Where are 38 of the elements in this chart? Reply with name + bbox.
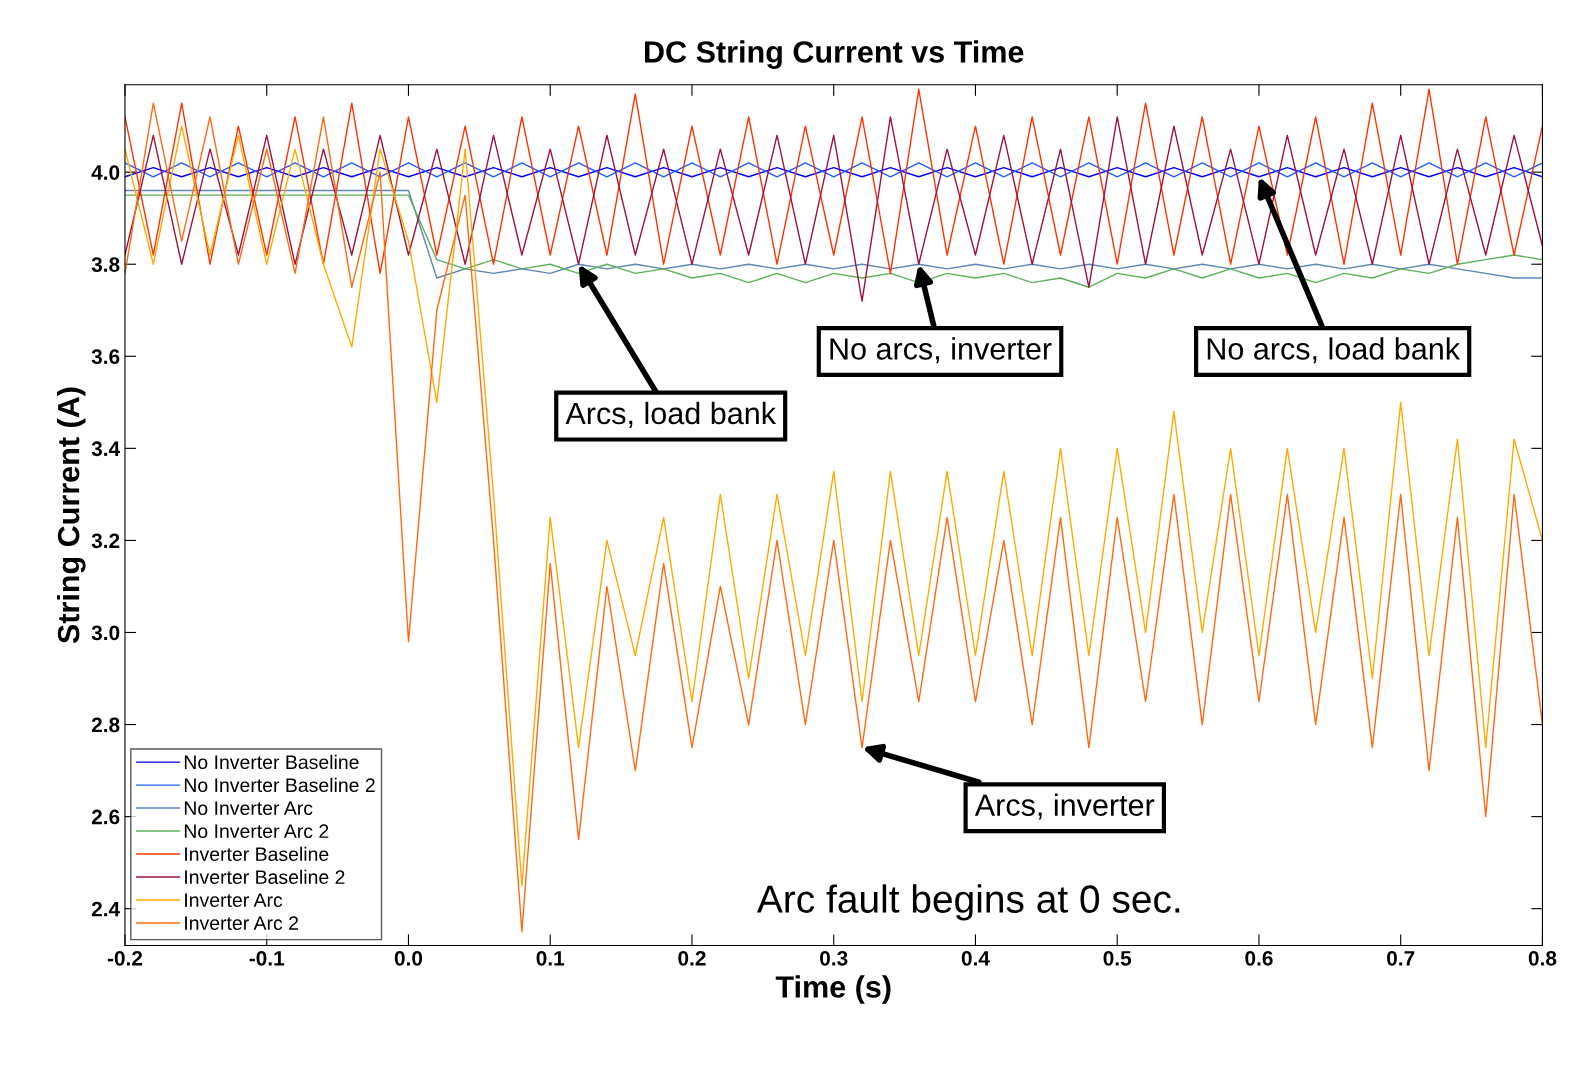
x-tick-label: 0.4 bbox=[961, 950, 990, 966]
y-tick-label: 3.0 bbox=[91, 625, 120, 641]
y-tick-label: 3.6 bbox=[91, 349, 120, 365]
legend-label: No Inverter Baseline 2 bbox=[184, 777, 375, 793]
y-axis-title: String Current (A) bbox=[56, 387, 86, 644]
y-tick-label: 2.4 bbox=[91, 901, 121, 917]
y-tick-label: 2.8 bbox=[91, 717, 120, 733]
y-tick-label: 4.0 bbox=[91, 165, 120, 180]
legend-label: Inverter Baseline 2 bbox=[185, 869, 345, 885]
legend-label: Inverter Arc 2 bbox=[185, 916, 298, 930]
x-axis-title: Time (s) bbox=[775, 975, 891, 1004]
x-tick-label: 0.3 bbox=[820, 950, 848, 966]
annotation: Arcs, load bank bbox=[565, 401, 777, 428]
annotation: Arc fault begins at 0 sec. bbox=[756, 884, 1180, 921]
x-tick-label: 0.0 bbox=[394, 950, 423, 966]
x-tick-label: 0.7 bbox=[1387, 950, 1415, 966]
legend-label: No Inverter Arc bbox=[184, 801, 313, 816]
line-series bbox=[124, 116, 1543, 302]
y-tick-label: 3.2 bbox=[91, 533, 120, 549]
y-tick-label: 2.6 bbox=[91, 809, 120, 825]
legend-label: Inverter Baseline bbox=[185, 846, 329, 862]
annotation: No arcs, inverter bbox=[830, 337, 1052, 364]
x-tick-label: -0.2 bbox=[107, 950, 143, 966]
chart-title: DC String Current vs Time bbox=[645, 40, 1024, 69]
annotation: No arcs, load bank bbox=[1207, 337, 1461, 364]
x-tick-label: -0.1 bbox=[249, 950, 285, 966]
x-tick-label: 0.1 bbox=[536, 950, 565, 966]
legend-label: No Inverter Baseline bbox=[184, 754, 359, 770]
legend-label: Inverter Arc bbox=[185, 893, 283, 908]
line-series bbox=[124, 88, 1543, 275]
y-tick-label: 3.8 bbox=[91, 257, 120, 272]
y-tick-label: 3.4 bbox=[91, 441, 121, 457]
x-tick-label: 0.8 bbox=[1528, 950, 1557, 966]
x-tick-label: 0.2 bbox=[678, 950, 706, 966]
x-tick-label: 0.5 bbox=[1103, 950, 1132, 966]
legend-label: No Inverter Arc 2 bbox=[184, 824, 329, 839]
annotation: Arcs, inverter bbox=[974, 793, 1155, 820]
x-tick-label: 0.6 bbox=[1245, 950, 1273, 966]
